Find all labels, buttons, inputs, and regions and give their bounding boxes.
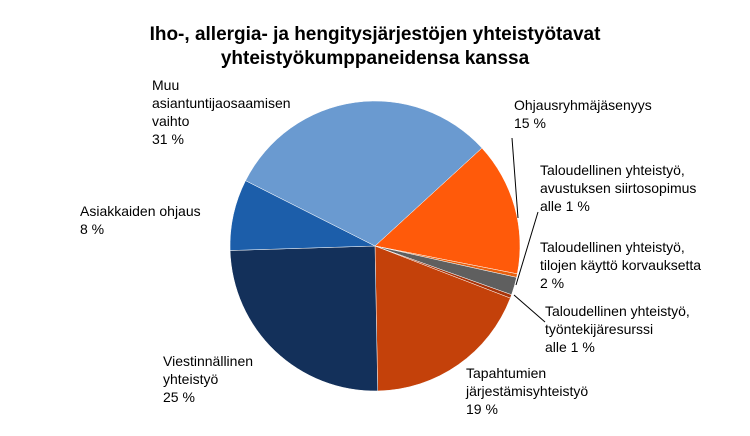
slice-label: Taloudellinen yhteistyö, tilojen käyttö k… xyxy=(540,239,701,273)
pie-slice xyxy=(229,245,378,392)
slice-label: Viestinnällinen yhteistyö xyxy=(163,353,253,387)
pie-slice xyxy=(374,147,521,275)
slice-label: Muu asiantuntijaosaamisen vaihto xyxy=(152,77,291,129)
value-label: 19 % xyxy=(466,401,498,417)
value-label: alle 1 % xyxy=(540,198,590,214)
pie-slice xyxy=(245,100,483,247)
leader-line xyxy=(511,137,519,219)
pie xyxy=(229,100,521,392)
value-label: 8 % xyxy=(80,221,104,237)
leader-line xyxy=(515,211,539,286)
slice-label: Taloudellinen yhteistyö, avustuksen siirt… xyxy=(540,162,696,196)
pie-slice xyxy=(374,245,511,392)
chart-title: yhteistyökumppaneidensa kanssa xyxy=(221,48,530,69)
labels: Ohjausryhmäjäsenyys 15 % Taloudellinen yht… xyxy=(80,77,701,417)
value-label: 2 % xyxy=(540,275,564,291)
slice-label: Taloudellinen yhteistyö, työntekijäresurs… xyxy=(545,303,690,337)
value-label: 15 % xyxy=(514,115,546,131)
value-label: 31 % xyxy=(152,131,184,147)
chart-title: Iho-, allergia- ja hengitysjärjestöjen y… xyxy=(150,24,602,45)
slice-label: Ohjausryhmäjäsenyys xyxy=(514,97,652,113)
leader-line xyxy=(513,294,546,323)
value-label: 25 % xyxy=(163,389,195,405)
slice-label: Tapahtumien järjestämisyhteistyö xyxy=(465,365,588,399)
value-label: alle 1 % xyxy=(545,339,595,355)
slice-label: Asiakkaiden ohjaus xyxy=(80,203,201,219)
